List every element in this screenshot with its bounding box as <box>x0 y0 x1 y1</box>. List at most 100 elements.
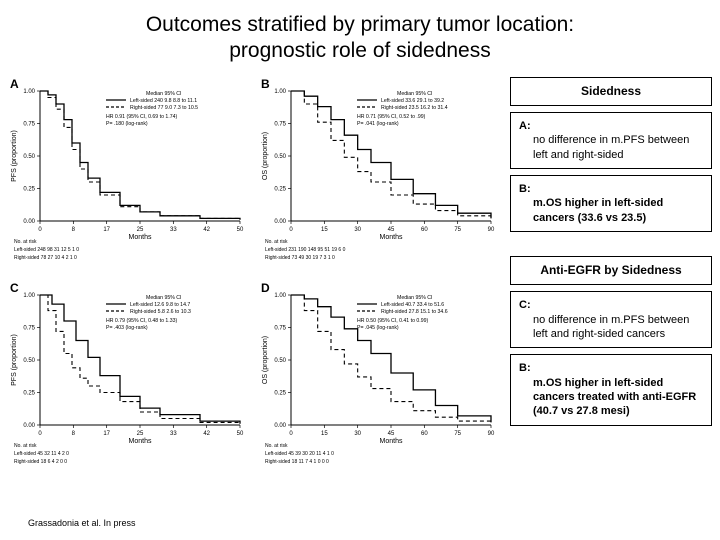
side-note-b1: B: m.OS higher in left-sided cancers (33… <box>510 175 712 232</box>
svg-text:Left-sided 45 32 11 4 2: Left-sided 45 32 11 4 2 0 <box>14 451 69 457</box>
svg-text:Right-sided 18 11 7 4 1: Right-sided 18 11 7 4 1 0 0 0 <box>265 459 329 465</box>
svg-text:45: 45 <box>388 227 395 233</box>
svg-text:Left-sided 33.6 29.1 to 39.2: Left-sided 33.6 29.1 to 39.2 <box>381 98 444 104</box>
svg-text:Left-sided 248 98 31 12: Left-sided 248 98 31 12 5 1 0 <box>14 247 79 253</box>
svg-text:17: 17 <box>103 227 110 233</box>
svg-text:0.75: 0.75 <box>274 121 286 127</box>
svg-text:Months: Months <box>129 234 152 241</box>
svg-text:0: 0 <box>289 227 293 233</box>
svg-text:0.00: 0.00 <box>23 423 35 429</box>
svg-text:OS (proportion): OS (proportion) <box>262 335 269 383</box>
svg-text:Right-sided 18 6 4 2 0: Right-sided 18 6 4 2 0 0 <box>14 459 67 465</box>
side-note-a: A: no difference in m.PFS between left a… <box>510 112 712 169</box>
svg-text:P= .403 (log-rank): P= .403 (log-rank) <box>106 325 148 331</box>
km-svg-a: 0.000.250.500.751.00 081725334250 PFS (p… <box>8 77 253 277</box>
svg-text:HR 0.50 (95% CI, 0.41 to 0.99): HR 0.50 (95% CI, 0.41 to 0.99) <box>357 318 428 324</box>
side-note-b2: B: m.OS higher in left-sided cancers tre… <box>510 354 712 425</box>
svg-text:Months: Months <box>380 234 403 241</box>
svg-text:0: 0 <box>289 431 293 437</box>
svg-text:0.75: 0.75 <box>274 325 286 331</box>
svg-text:0.50: 0.50 <box>274 154 286 160</box>
svg-text:OS (proportion): OS (proportion) <box>262 131 269 179</box>
km-svg-c: 0.00 0.25 0.50 0.75 1.00 0 8 17 25 33 42 50 PFS (p… <box>8 281 253 481</box>
svg-text:P= .041 (log-rank): P= .041 (log-rank) <box>357 121 399 127</box>
svg-text:No. at risk: No. at risk <box>265 443 288 449</box>
svg-text:HR 0.91 (95% CI, 0.69 to 1.74): HR 0.91 (95% CI, 0.69 to 1.74) <box>106 114 177 120</box>
svg-text:HR 0.79 (95% CI, 0.48 to 1.33): HR 0.79 (95% CI, 0.48 to 1.33) <box>106 318 177 324</box>
side-note-c: C: no difference in m.PFS between left a… <box>510 291 712 348</box>
svg-text:Left-sided 45 39 30 20 11: Left-sided 45 39 30 20 11 4 1 0 <box>265 451 334 457</box>
svg-text:Right-sided 77 9.0 7.3 to: Right-sided 77 9.0 7.3 to 10.5 <box>130 105 198 111</box>
svg-text:1.00: 1.00 <box>23 89 35 95</box>
svg-text:90: 90 <box>488 227 495 233</box>
svg-text:25: 25 <box>137 227 144 233</box>
km-chart-grid: A 0.00 0.25 0.50 0.75 1.00 0 8 17 25 33 42 50 PFS … <box>8 77 504 481</box>
svg-text:1.00: 1.00 <box>274 293 286 299</box>
side-header-antiegfr: Anti-EGFR by Sidedness <box>510 256 712 286</box>
svg-text:50: 50 <box>237 431 244 437</box>
svg-text:0.50: 0.50 <box>274 358 286 364</box>
svg-text:42: 42 <box>203 431 210 437</box>
svg-text:60: 60 <box>421 431 428 437</box>
svg-text:Right-sided 73 49 30 19: Right-sided 73 49 30 19 7 3 1 0 <box>265 255 335 261</box>
svg-text:0.75: 0.75 <box>23 325 35 331</box>
panel-label: B <box>261 77 270 91</box>
panel-b: B 0.000.250.500.751.00 0153045607590 OS … <box>259 77 504 277</box>
svg-text:Median 95% CI: Median 95% CI <box>146 295 181 301</box>
svg-text:1.00: 1.00 <box>23 293 35 299</box>
svg-text:0.50: 0.50 <box>23 358 35 364</box>
svg-text:No. at risk: No. at risk <box>14 443 37 449</box>
svg-text:0.25: 0.25 <box>274 390 286 396</box>
svg-text:0.00: 0.00 <box>274 219 286 225</box>
citation: Grassadonia et al. In press <box>28 518 136 528</box>
svg-text:Left-sided 240 9.8 8.8 to: Left-sided 240 9.8 8.8 to 11.1 <box>130 98 197 104</box>
svg-text:90: 90 <box>488 431 495 437</box>
panel-label: A <box>10 77 19 91</box>
svg-text:1.00: 1.00 <box>274 89 286 95</box>
svg-text:0.25: 0.25 <box>23 186 35 192</box>
svg-text:25: 25 <box>137 431 144 437</box>
svg-text:33: 33 <box>170 431 177 437</box>
svg-text:Left-sided 231 190 148 95: Left-sided 231 190 148 95 51 19 6 0 <box>265 247 346 253</box>
svg-text:No. at risk: No. at risk <box>265 239 288 245</box>
svg-text:45: 45 <box>388 431 395 437</box>
svg-text:Right-sided 23.5 16.2 to 31.4: Right-sided 23.5 16.2 to 31.4 <box>381 105 448 111</box>
svg-text:Median 95% CI: Median 95% CI <box>397 295 432 301</box>
panel-a: A 0.000.250.500.751.00 081725334250 PFS … <box>8 77 253 277</box>
svg-text:No. at risk: No. at risk <box>14 239 37 245</box>
svg-text:8: 8 <box>72 431 76 437</box>
svg-text:Months: Months <box>129 438 152 445</box>
svg-text:PFS (proportion): PFS (proportion) <box>11 130 18 182</box>
svg-text:42: 42 <box>203 227 210 233</box>
svg-text:15: 15 <box>321 227 328 233</box>
svg-text:Right-sided 5.8 2.6 to 10.3: Right-sided 5.8 2.6 to 10.3 <box>130 309 191 315</box>
svg-text:30: 30 <box>354 431 361 437</box>
svg-text:Months: Months <box>380 438 403 445</box>
svg-text:0.75: 0.75 <box>23 121 35 127</box>
panel-c: C 0.000.250.500.751.00 081725334250 PFS … <box>8 281 253 481</box>
svg-text:Median 95% CI: Median 95% CI <box>397 91 432 97</box>
svg-text:33: 33 <box>170 227 177 233</box>
svg-text:Left-sided 12.6 9.8 to 14.7: Left-sided 12.6 9.8 to 14.7 <box>130 302 190 308</box>
panel-d: D 0.00 0.25 0.50 0.75 1.00 0 15 30 45 60 75 90 OS … <box>259 281 504 481</box>
svg-text:30: 30 <box>354 227 361 233</box>
svg-text:17: 17 <box>103 431 110 437</box>
svg-text:0: 0 <box>38 431 42 437</box>
panel-label: D <box>261 281 270 295</box>
svg-text:15: 15 <box>321 431 328 437</box>
svg-text:0.25: 0.25 <box>274 186 286 192</box>
svg-text:8: 8 <box>72 227 76 233</box>
svg-text:0.50: 0.50 <box>23 154 35 160</box>
km-svg-d: 0.00 0.25 0.50 0.75 1.00 0 15 30 45 60 75 90 OS (p… <box>259 281 504 481</box>
svg-text:0.00: 0.00 <box>274 423 286 429</box>
svg-text:0.25: 0.25 <box>23 390 35 396</box>
svg-text:75: 75 <box>454 431 461 437</box>
side-header-sidedness: Sidedness <box>510 77 712 107</box>
svg-text:P= .045 (log-rank): P= .045 (log-rank) <box>357 325 399 331</box>
slide-title: Outcomes stratified by primary tumor loc… <box>0 0 720 69</box>
svg-text:0.00: 0.00 <box>23 219 35 225</box>
svg-text:HR 0.71 (95% CI, 0.52 to .99): HR 0.71 (95% CI, 0.52 to .99) <box>357 114 426 120</box>
svg-text:Right-sided 27.8 15.1 to 34.6: Right-sided 27.8 15.1 to 34.6 <box>381 309 448 315</box>
svg-text:Right-sided 78 27 10 4: Right-sided 78 27 10 4 2 1 0 <box>14 255 77 261</box>
svg-text:PFS (proportion): PFS (proportion) <box>11 334 18 386</box>
